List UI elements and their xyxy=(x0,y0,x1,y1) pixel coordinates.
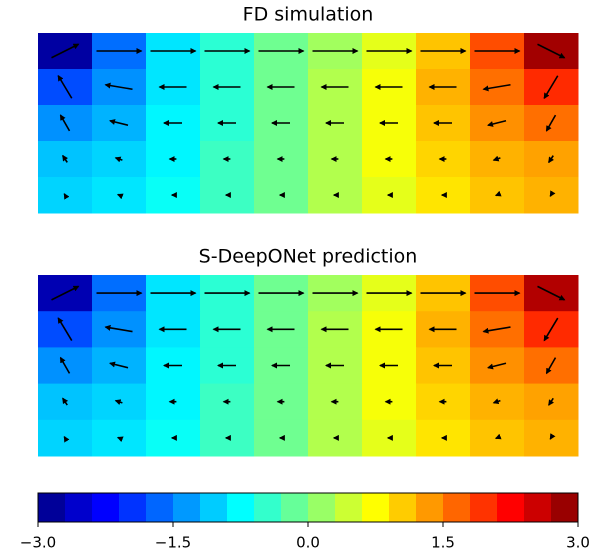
colorbar-swatch xyxy=(551,493,579,522)
velocity-arrow xyxy=(114,399,123,406)
velocity-arrow xyxy=(104,324,133,333)
velocity-arrow xyxy=(487,362,507,370)
velocity-arrow xyxy=(63,435,70,443)
velocity-arrow xyxy=(62,397,69,406)
velocity-arrow xyxy=(537,285,566,301)
colorbar-swatch xyxy=(281,493,309,522)
colorbar-swatch xyxy=(308,493,336,522)
velocity-arrow xyxy=(109,361,129,369)
velocity-arrow xyxy=(62,154,69,163)
colorbar-swatch xyxy=(173,493,201,522)
velocity-arrow xyxy=(59,114,71,132)
velocity-arrow xyxy=(482,83,511,92)
velocity-arrow xyxy=(51,43,80,59)
velocity-arrow xyxy=(543,317,559,342)
colorbar-swatch xyxy=(362,493,390,522)
velocity-arrow xyxy=(59,356,71,374)
velocity-arrow xyxy=(549,190,556,197)
velocity-arrow xyxy=(543,75,559,100)
colorbar-swatch xyxy=(335,493,363,522)
velocity-arrow xyxy=(104,82,133,91)
colorbar-swatch xyxy=(416,493,444,522)
velocity-arrow xyxy=(492,398,501,405)
velocity-arrow xyxy=(548,397,555,406)
velocity-arrow xyxy=(57,317,73,341)
colorbar-swatch xyxy=(119,493,147,522)
colorbar-tick-label: 1.5 xyxy=(431,534,455,552)
velocity-arrow xyxy=(51,285,80,301)
colorbar-swatch xyxy=(497,493,525,522)
velocity-arrow xyxy=(114,156,123,163)
colorbar-swatch xyxy=(146,493,174,522)
velocity-arrow xyxy=(63,193,70,200)
colorbar-tick-label: −1.5 xyxy=(155,534,191,552)
velocity-arrow xyxy=(494,433,502,440)
velocity-arrow xyxy=(494,190,502,197)
velocity-arrow xyxy=(548,155,555,164)
plot-title: S-DeepONet prediction xyxy=(199,246,418,268)
velocity-arrow xyxy=(492,155,501,162)
velocity-arrow xyxy=(57,74,73,99)
velocity-arrow xyxy=(116,436,124,443)
velocity-arrow xyxy=(545,114,557,132)
colorbar-tick-label: 3.0 xyxy=(566,534,590,552)
colorbar-tick-label: −3.0 xyxy=(20,534,56,552)
colorbar-swatch xyxy=(470,493,498,522)
colorbar-swatch xyxy=(200,493,228,522)
plot-title: FD simulation xyxy=(243,4,374,26)
velocity-arrow xyxy=(116,193,124,200)
colorbar-swatch xyxy=(92,493,120,522)
velocity-arrow xyxy=(537,43,566,59)
colorbar-swatch xyxy=(227,493,255,522)
colorbar-swatch xyxy=(443,493,471,522)
velocity-arrow xyxy=(109,119,129,127)
colorbar-swatch xyxy=(254,493,282,522)
velocity-arrow xyxy=(482,326,511,334)
velocity-arrow xyxy=(487,119,507,127)
colorbar-swatch xyxy=(38,493,66,522)
colorbar-swatch xyxy=(65,493,93,522)
velocity-arrow xyxy=(545,357,557,375)
velocity-arrow xyxy=(549,433,556,440)
colorbar-swatch xyxy=(524,493,552,522)
colorbar-tick-label: 0.0 xyxy=(296,534,320,552)
colorbar-swatch xyxy=(389,493,417,522)
